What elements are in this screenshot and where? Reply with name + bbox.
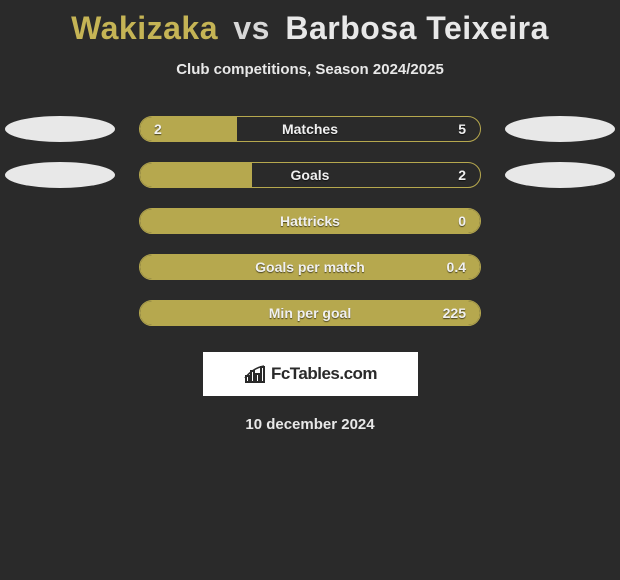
- stat-bar: 2Matches5: [139, 116, 481, 142]
- stat-bar-fill: [140, 117, 237, 141]
- stat-bar: Goals per match0.4: [139, 254, 481, 280]
- comparison-title: Wakizaka vs Barbosa Teixeira: [71, 10, 549, 47]
- brand-badge: FcTables.com: [203, 352, 418, 396]
- stat-row: Goals per match0.4: [0, 254, 620, 280]
- player2-oval: [505, 162, 615, 188]
- player2-oval: [505, 116, 615, 142]
- stat-bar: Min per goal225: [139, 300, 481, 326]
- stat-value-right: 2: [458, 163, 466, 187]
- player1-name: Wakizaka: [71, 10, 218, 46]
- stat-bar-fill: [140, 163, 252, 187]
- player1-oval: [5, 300, 115, 326]
- vs-text: vs: [227, 10, 276, 46]
- brand-text: FcTables.com: [271, 364, 377, 384]
- player1-oval: [5, 208, 115, 234]
- player2-oval: [505, 254, 615, 280]
- stat-bar-fill: [140, 255, 480, 279]
- player1-oval: [5, 116, 115, 142]
- player2-name: Barbosa Teixeira: [285, 10, 549, 46]
- stat-bar-fill: [140, 301, 480, 325]
- subtitle: Club competitions, Season 2024/2025: [176, 61, 444, 78]
- stat-bar: Hattricks0: [139, 208, 481, 234]
- player1-oval: [5, 254, 115, 280]
- stat-row: Min per goal225: [0, 300, 620, 326]
- player1-oval: [5, 162, 115, 188]
- stat-value-right: 5: [458, 117, 466, 141]
- stat-bar-fill: [140, 209, 480, 233]
- stat-row: Goals2: [0, 162, 620, 188]
- stat-row: Hattricks0: [0, 208, 620, 234]
- stat-bar: Goals2: [139, 162, 481, 188]
- bar-chart-icon: [243, 364, 267, 384]
- player2-oval: [505, 208, 615, 234]
- player2-oval: [505, 300, 615, 326]
- date-text: 10 december 2024: [245, 416, 374, 433]
- stats-container: 2Matches5 Goals2 Hattricks0 Goals per match…: [0, 116, 620, 326]
- stat-row: 2Matches5: [0, 116, 620, 142]
